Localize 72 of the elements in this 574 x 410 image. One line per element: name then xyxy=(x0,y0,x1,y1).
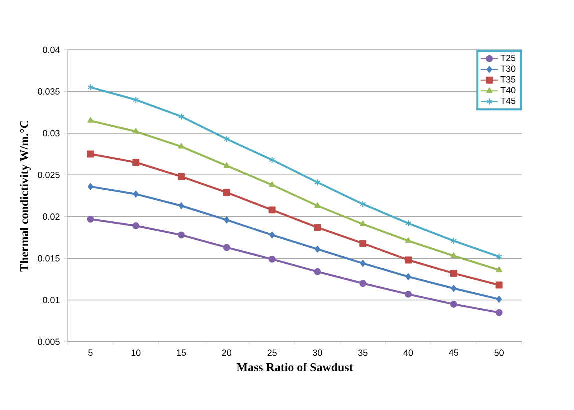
point xyxy=(314,268,322,276)
point xyxy=(360,220,366,226)
x-tick-label: 5 xyxy=(88,350,93,356)
legend-label: T35 xyxy=(500,76,516,83)
point xyxy=(132,159,140,166)
x-tick-label: 10 xyxy=(132,350,141,356)
x-axis-title: Mass Ratio of Sawdust xyxy=(236,362,354,372)
point xyxy=(360,240,367,248)
point xyxy=(178,173,185,180)
legend-label: T40 xyxy=(500,87,516,94)
point xyxy=(87,150,94,158)
point xyxy=(88,183,94,190)
point xyxy=(133,128,140,134)
point xyxy=(405,220,412,228)
y-tick-label: 0.025 xyxy=(38,172,60,178)
point xyxy=(223,244,230,252)
y-axis-title: Thermal condictivity W/m.°C xyxy=(20,120,31,272)
point xyxy=(224,216,230,224)
point xyxy=(269,182,276,188)
legend-label: T30 xyxy=(500,66,516,72)
point xyxy=(496,282,503,289)
point xyxy=(496,296,502,303)
legend-label: T45 xyxy=(500,98,516,104)
point xyxy=(450,270,458,278)
point xyxy=(496,266,502,272)
y-tick-label: 0.04 xyxy=(43,46,60,54)
point xyxy=(223,189,230,196)
legend-label: T25 xyxy=(500,54,516,62)
point xyxy=(224,162,230,168)
x-tick-label: 50 xyxy=(494,350,504,356)
point xyxy=(450,300,458,308)
point xyxy=(450,238,457,245)
point xyxy=(269,156,276,164)
x-tick-label: 20 xyxy=(222,350,232,356)
point xyxy=(360,280,367,288)
y-tick-label: 0.015 xyxy=(38,255,60,262)
point xyxy=(496,309,503,316)
point xyxy=(451,285,457,292)
x-tick-label: 25 xyxy=(268,350,277,356)
point xyxy=(178,232,185,239)
point xyxy=(268,256,276,263)
point xyxy=(88,117,94,123)
y-tick-label: 0.005 xyxy=(38,338,60,346)
point xyxy=(178,143,185,149)
x-tick-label: 35 xyxy=(358,350,368,356)
point xyxy=(178,202,184,210)
point xyxy=(405,256,412,264)
point xyxy=(133,96,140,104)
point xyxy=(314,246,320,253)
point xyxy=(268,206,276,214)
x-tick-label: 45 xyxy=(449,350,459,356)
y-tick-label: 0.03 xyxy=(43,130,60,137)
point xyxy=(224,136,230,143)
point xyxy=(132,222,140,230)
point xyxy=(405,238,412,244)
point xyxy=(360,260,366,268)
y-tick-label: 0.02 xyxy=(43,214,60,220)
point xyxy=(450,252,457,258)
y-tick-label: 0.01 xyxy=(43,297,60,304)
x-tick-label: 15 xyxy=(177,350,186,356)
point xyxy=(360,200,366,208)
x-tick-label: 40 xyxy=(404,350,414,356)
point xyxy=(133,190,139,198)
point xyxy=(314,179,321,186)
point xyxy=(406,273,412,280)
point xyxy=(87,216,94,223)
y-tick-label: 0.035 xyxy=(38,88,60,95)
point xyxy=(270,232,276,239)
x-tick-label: 30 xyxy=(313,350,322,356)
point xyxy=(178,113,185,120)
point xyxy=(405,290,412,298)
point xyxy=(314,224,322,232)
